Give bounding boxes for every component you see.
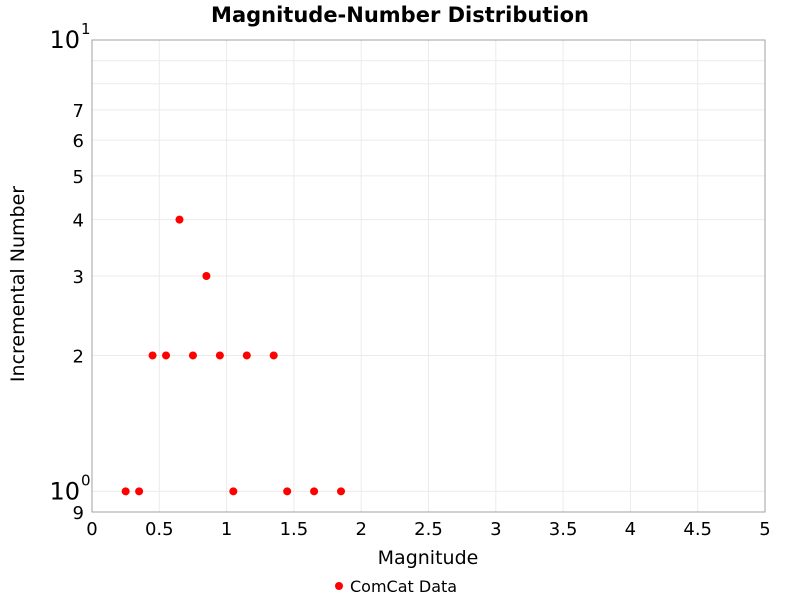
y-tick-label: 7	[73, 101, 84, 122]
x-tick-label: 0.5	[145, 519, 174, 540]
y-tick-label: 10	[49, 26, 80, 54]
data-point	[162, 351, 171, 360]
data-point	[310, 487, 319, 496]
x-tick-label: 4	[625, 519, 636, 540]
data-point	[135, 487, 144, 496]
x-tick-label: 3.5	[549, 519, 578, 540]
data-point	[121, 487, 130, 496]
data-point	[148, 351, 157, 360]
x-tick-label: 2	[355, 519, 366, 540]
grid	[91, 39, 766, 512]
x-tick-label: 1.5	[280, 519, 309, 540]
x-axis-label: Magnitude	[378, 547, 479, 569]
data-point	[242, 351, 251, 360]
data-point	[215, 351, 224, 360]
data-point	[188, 351, 197, 360]
data-point	[175, 215, 184, 224]
y-tick-label: 9	[73, 503, 84, 524]
legend-marker	[335, 582, 343, 590]
data-point	[283, 487, 292, 496]
data-point	[269, 351, 278, 360]
y-tick-exponent: 1	[81, 20, 91, 38]
x-tick-label: 0	[86, 519, 97, 540]
y-tick-label: 3	[73, 267, 84, 288]
x-tick-label: 5	[759, 519, 770, 540]
y-tick-label: 6	[73, 131, 84, 152]
y-axis-label: Incremental Number	[7, 186, 29, 382]
x-tick-label: 1	[221, 519, 232, 540]
y-tick-label: 2	[73, 346, 84, 367]
x-tick-label: 3	[490, 519, 501, 540]
data-point	[337, 487, 346, 496]
legend-label: ComCat Data	[350, 577, 457, 596]
y-tick-label: 10	[49, 477, 80, 505]
y-tick-label: 5	[73, 167, 84, 188]
legend: ComCat Data	[335, 577, 457, 596]
x-tick-label: 4.5	[683, 519, 712, 540]
y-tick-exponent: 0	[81, 471, 91, 489]
x-axis-ticks: 0 0.5 1 1.5 2 2.5 3 3.5 4 4.5 5	[86, 519, 770, 540]
x-tick-label: 2.5	[414, 519, 443, 540]
chart-title: Magnitude-Number Distribution	[211, 3, 589, 27]
data-point	[229, 487, 238, 496]
plot-area	[91, 39, 766, 513]
data-points	[121, 215, 346, 496]
y-tick-label: 4	[73, 211, 84, 232]
data-point	[202, 272, 211, 280]
